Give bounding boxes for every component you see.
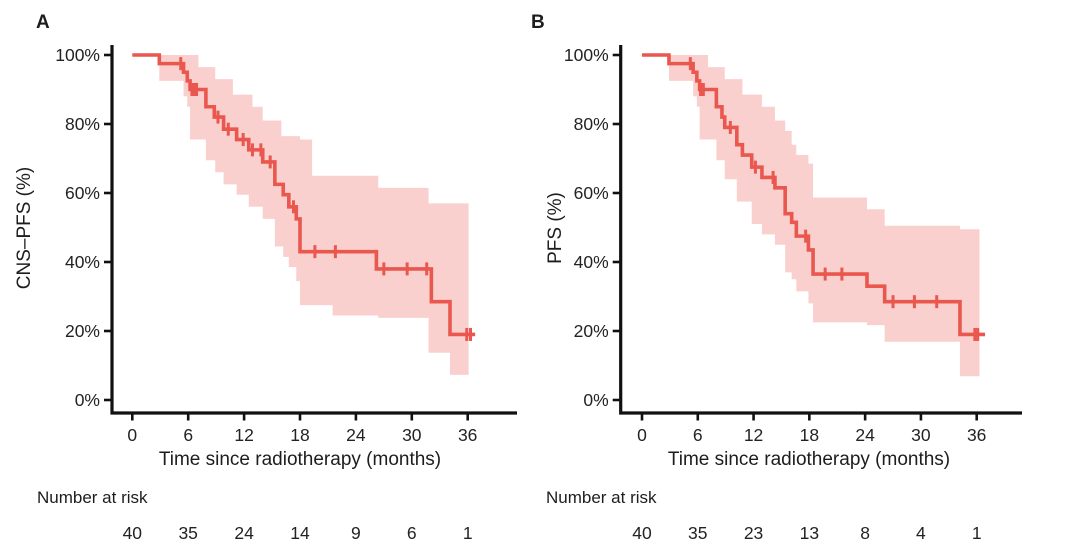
x-tick-label: 0	[637, 425, 647, 445]
panel-b: 0% 20% 40% 60% 80% 100% 0 6 12 18 24 30 36 40 35 23 13 8 4…	[564, 45, 1022, 543]
x-tick-label: 6	[183, 425, 193, 445]
y-tick-label: 20%	[574, 321, 609, 341]
confidence-band	[668, 55, 980, 377]
risk-count: 13	[800, 523, 819, 543]
risk-count: 40	[632, 523, 652, 543]
panel-letter-a: A	[36, 12, 50, 33]
km-curve	[132, 53, 476, 337]
x-tick-label: 24	[346, 425, 366, 445]
y-tick-label: 100%	[564, 45, 609, 65]
y-axis-title-a: CNS–PFS (%)	[14, 166, 35, 290]
risk-count: 9	[351, 523, 361, 543]
y-tick-label: 40%	[65, 252, 100, 272]
risk-count: 35	[688, 523, 707, 543]
y-tick-label: 80%	[65, 114, 100, 134]
y-tick-label: 40%	[574, 252, 609, 272]
risk-count: 23	[744, 523, 763, 543]
y-tick-label: 100%	[55, 45, 100, 65]
y-tick-label: 0%	[583, 390, 608, 410]
risk-count: 1	[463, 523, 473, 543]
x-tick-label: 24	[855, 425, 875, 445]
panel-letter-b: B	[531, 12, 545, 33]
panel-a: 0% 20% 40% 60% 80% 100% 0 6 12 18 24 30 36 40 35 24 14 9 6…	[55, 45, 517, 543]
x-tick-label: 30	[911, 425, 931, 445]
x-axis-title-b: Time since radiotherapy (months)	[667, 449, 951, 470]
axes	[619, 45, 1022, 415]
risk-count: 35	[178, 523, 197, 543]
x-tick-label: 36	[967, 425, 986, 445]
x-tick-label: 30	[402, 425, 422, 445]
number-at-risk-label-a: Number at risk	[37, 488, 148, 507]
x-axis-title-a: Time since radiotherapy (months)	[158, 449, 442, 470]
x-tick-label: 12	[234, 425, 253, 445]
x-tick-label: 12	[744, 425, 763, 445]
x-tick-label: 6	[693, 425, 703, 445]
risk-count: 1	[972, 523, 982, 543]
axes	[110, 45, 517, 415]
y-tick-label: 80%	[574, 114, 609, 134]
risk-count: 24	[234, 523, 254, 543]
risk-count: 40	[123, 523, 143, 543]
risk-count: 14	[290, 523, 310, 543]
number-at-risk-label-b: Number at risk	[546, 488, 657, 507]
y-tick-label: 60%	[65, 183, 100, 203]
x-tick-label: 0	[127, 425, 137, 445]
risk-count: 8	[860, 523, 870, 543]
risk-count: 6	[407, 523, 417, 543]
x-tick-label: 36	[458, 425, 477, 445]
x-tick-label: 18	[800, 425, 819, 445]
y-tick-label: 20%	[65, 321, 100, 341]
y-tick-label: 0%	[75, 390, 100, 410]
y-axis-title-b: PFS (%)	[545, 192, 566, 264]
y-tick-label: 60%	[574, 183, 609, 203]
risk-count: 4	[916, 523, 926, 543]
x-tick-label: 18	[290, 425, 309, 445]
